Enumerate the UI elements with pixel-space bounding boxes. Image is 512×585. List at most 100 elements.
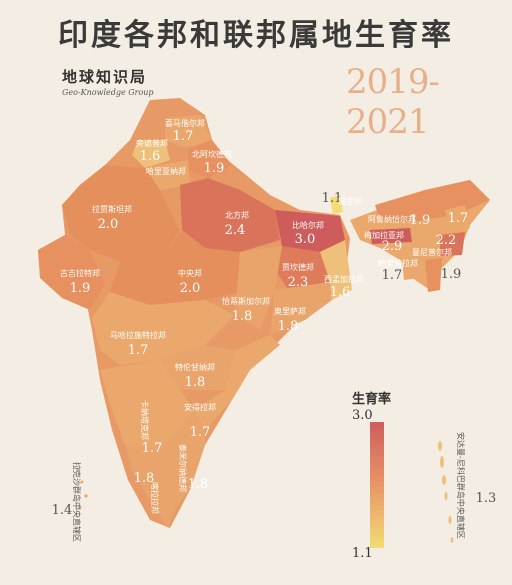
label-tripura-name: 特里普拉邦 (378, 258, 418, 268)
legend-min: 1.1 (352, 546, 373, 561)
label-telangana: 特伦甘纳邦 1.8 (175, 362, 215, 390)
label-chhattisgarh-value: 1.8 (232, 309, 253, 324)
label-bihar: 比哈尔邦 3.0 (292, 220, 324, 247)
period-label: 2019-2021 (346, 62, 440, 142)
label-punjab-name: 旁遮普邦 (136, 138, 168, 148)
label-mizoram: 1.9 (441, 267, 462, 282)
label-jharkhand: 贾坎德邦 2.3 (282, 262, 314, 290)
label-andaman-name: 安达曼-尼科巴群岛中央直辖区 (456, 432, 466, 539)
label-karnataka-name: 卡纳塔克邦 (140, 400, 150, 440)
label-sikkim-name: 锡金邦 (338, 196, 362, 206)
label-mp-value: 2.0 (180, 281, 201, 296)
label-gujarat-name: 古吉拉特邦 (60, 268, 100, 278)
region-haryana[interactable] (145, 160, 190, 190)
label-arunachal: 阿鲁纳恰尔邦 1.9 (368, 213, 430, 228)
label-tamilnadu-name: 泰米尔纳德邦 (178, 444, 188, 492)
legend-title: 生育率 (352, 392, 392, 407)
region-mizoram[interactable] (425, 258, 442, 292)
brand-name: 地球知识局 (62, 68, 148, 86)
label-telangana-name: 特伦甘纳邦 (175, 362, 215, 372)
label-gujarat-value: 1.9 (70, 281, 91, 296)
label-haryana-name: 哈里亚纳邦 (146, 166, 186, 176)
label-kerala: 喀拉拉邦 1.8 (134, 471, 160, 514)
label-meghalaya-value: 2.9 (382, 239, 403, 254)
label-nagaland-value: 1.7 (448, 211, 469, 226)
legend-max: 3.0 (352, 408, 373, 423)
label-jharkhand-value: 2.3 (288, 275, 309, 290)
region-tripura[interactable] (402, 256, 420, 280)
region-kerala[interactable] (125, 445, 175, 528)
label-sikkim: 1.1 锡金邦 (322, 191, 362, 206)
label-rajasthan-name: 拉贾斯坦邦 (92, 204, 132, 214)
label-andhra: 安得拉邦 1.7 (184, 402, 216, 440)
region-telangana[interactable] (160, 345, 235, 390)
label-punjab-value: 1.6 (140, 149, 161, 164)
region-chhattisgarh[interactable] (235, 246, 282, 330)
region-wb[interactable] (320, 240, 352, 300)
label-bihar-value: 3.0 (295, 232, 316, 247)
label-rajasthan: 拉贾斯坦邦 2.0 (92, 204, 132, 232)
region-punjab[interactable] (132, 140, 170, 168)
label-meghalaya: 梅加拉亚邦 2.9 (364, 230, 404, 254)
label-gujarat: 古吉拉特邦 1.9 (60, 268, 100, 296)
label-odisha-name: 奥里萨邦 (274, 306, 306, 316)
label-andhra-name: 安得拉邦 (184, 402, 216, 412)
label-nagaland: 1.7 (448, 211, 469, 226)
label-maharashtra: 马哈拉施特拉邦 1.7 (110, 330, 166, 358)
region-himachal[interactable] (165, 115, 212, 148)
region-rajasthan[interactable] (62, 165, 180, 262)
label-karnataka: 卡纳塔克邦 1.7 (140, 400, 162, 456)
region-sikkim[interactable] (330, 195, 343, 214)
label-sikkim-value: 1.1 (322, 191, 343, 206)
label-mp: 中央邦 2.0 (178, 268, 202, 296)
region-nagaland[interactable] (445, 205, 470, 235)
label-manipur-name: 曼尼普尔邦 (412, 247, 452, 257)
region-andhra[interactable] (195, 335, 280, 430)
label-himachal: 喜马偕尔邦 1.7 (165, 118, 205, 144)
region-uttarakhand[interactable] (188, 140, 232, 178)
region-jharkhand[interactable] (275, 246, 330, 292)
label-karnataka-value: 1.7 (142, 441, 163, 456)
region-gujarat[interactable] (38, 235, 105, 310)
legend-gradient-bar (370, 422, 384, 548)
brand-block: 地球知识局 Geo-Knowledge Group (62, 66, 154, 97)
label-tripura-value: 1.7 (382, 268, 403, 283)
label-uttarakhand: 北阿坎德邦 1.9 (192, 149, 232, 176)
label-tamilnadu: 泰米尔纳德邦 1.8 (178, 444, 208, 492)
label-odisha: 奥里萨邦 1.8 (274, 306, 306, 334)
label-arunachal-value: 1.9 (410, 213, 431, 228)
region-bihar[interactable] (275, 210, 345, 252)
region-up[interactable] (180, 178, 280, 252)
map-title: 印度各邦和联邦属地生育率 (58, 18, 454, 53)
region-maharashtra[interactable] (92, 292, 235, 365)
label-tripura: 特里普拉邦 1.7 (378, 258, 418, 283)
label-uttarakhand-value: 1.9 (204, 161, 225, 176)
label-maharashtra-value: 1.7 (128, 343, 149, 358)
label-andhra-value: 1.7 (190, 425, 211, 440)
label-uttarakhand-name: 北阿坎德邦 (192, 149, 232, 159)
label-arunachal-name: 阿鲁纳恰尔邦 (368, 214, 416, 224)
label-kerala-value: 1.8 (134, 471, 155, 486)
label-telangana-value: 1.8 (185, 375, 206, 390)
label-lakshadweep-value: 1.4 (52, 503, 73, 518)
label-rajasthan-value: 2.0 (98, 217, 119, 232)
label-up-value: 2.4 (225, 223, 246, 238)
label-himachal-name: 喜马偕尔邦 (165, 118, 205, 128)
label-up: 北方邦 2.4 (225, 210, 249, 238)
region-odisha[interactable] (270, 282, 332, 335)
region-tamilnadu[interactable] (160, 410, 205, 510)
region-lakshadweep[interactable] (76, 468, 88, 510)
region-meghalaya[interactable] (370, 228, 412, 244)
label-lakshadweep: 拉克沙群岛中央直辖区 1.4 (52, 462, 82, 542)
label-mizoram-value: 1.9 (441, 267, 462, 282)
region-manipur[interactable] (440, 232, 465, 256)
label-himachal-value: 1.7 (173, 129, 194, 144)
label-maharashtra-name: 马哈拉施特拉邦 (110, 330, 166, 340)
region-andaman[interactable] (438, 441, 454, 543)
label-meghalaya-name: 梅加拉亚邦 (364, 230, 404, 240)
label-up-name: 北方邦 (225, 210, 249, 220)
label-haryana: 哈里亚纳邦 (146, 166, 186, 176)
region-mp[interactable] (110, 230, 250, 305)
region-karnataka[interactable] (100, 360, 195, 450)
